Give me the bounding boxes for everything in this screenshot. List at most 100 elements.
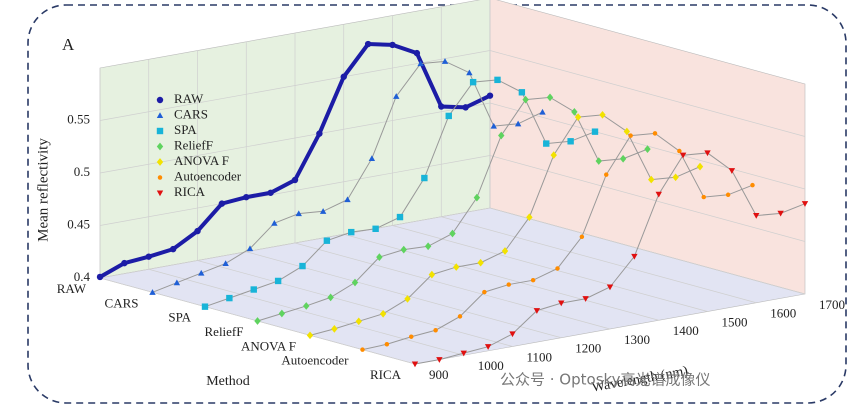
grid-line: [392, 225, 708, 312]
marker: [254, 317, 261, 325]
marker: [473, 193, 481, 202]
marker: [226, 294, 233, 302]
marker: [591, 128, 599, 135]
legend-label: CARS: [174, 106, 208, 121]
marker: [498, 131, 505, 140]
marker: [567, 138, 574, 145]
marker: [457, 314, 463, 319]
marker: [533, 308, 541, 314]
marker: [582, 296, 589, 302]
marker: [462, 104, 469, 111]
y-tick-label: 0.4: [74, 269, 91, 284]
z-tick-label: CARS: [105, 295, 139, 310]
marker: [701, 194, 706, 200]
marker: [648, 175, 655, 184]
marker: [546, 93, 554, 102]
marker: [623, 127, 631, 136]
marker: [550, 151, 557, 159]
legend-label: SPA: [174, 122, 197, 137]
grid-line: [197, 260, 513, 347]
marker: [579, 234, 585, 240]
marker: [368, 155, 376, 162]
x-tick-label: 1100: [527, 349, 553, 364]
legend-marker: [156, 158, 164, 166]
y-tick-label: 0.5: [74, 164, 90, 179]
marker: [299, 262, 306, 270]
marker: [482, 289, 487, 295]
marker: [351, 278, 359, 287]
z-tick-label: RICA: [370, 367, 402, 382]
marker: [704, 150, 711, 157]
marker: [526, 213, 533, 222]
marker: [441, 58, 449, 64]
marker: [677, 148, 682, 154]
marker: [295, 210, 302, 217]
marker: [753, 213, 760, 219]
z-axis-label: Method: [206, 374, 250, 389]
z-tick-label: SPA: [168, 310, 191, 325]
marker: [509, 331, 516, 338]
marker: [595, 157, 602, 165]
marker: [411, 361, 419, 368]
marker: [644, 145, 651, 153]
marker: [750, 182, 755, 188]
marker: [96, 273, 104, 281]
marker: [409, 334, 414, 339]
marker: [291, 176, 299, 184]
marker: [555, 266, 560, 271]
grid-line: [489, 50, 806, 137]
marker: [652, 131, 658, 136]
marker: [604, 172, 609, 177]
marker: [655, 191, 662, 198]
marker: [145, 253, 152, 260]
marker: [672, 173, 679, 182]
x-tick-label: 900: [429, 367, 449, 382]
marker: [453, 263, 460, 271]
z-tick-label: Autoencoder: [281, 353, 349, 368]
marker: [460, 350, 467, 357]
marker: [327, 293, 334, 302]
marker: [530, 277, 536, 283]
legend-marker: [156, 190, 164, 197]
grid-line: [246, 251, 562, 339]
marker: [218, 200, 226, 207]
marker: [360, 347, 365, 352]
marker: [384, 342, 390, 347]
x-tick-label: 1400: [673, 323, 699, 338]
marker: [777, 210, 784, 217]
marker: [494, 76, 501, 84]
marker: [438, 103, 445, 110]
marker: [404, 295, 411, 303]
marker: [121, 259, 128, 267]
legend-label: ReliefF: [174, 137, 213, 152]
marker: [316, 130, 323, 137]
marker: [433, 328, 438, 333]
marker: [466, 69, 473, 76]
z-tick-label: RAW: [57, 281, 87, 296]
y-axis-label: Mean reflectivity: [35, 138, 51, 242]
marker: [571, 108, 578, 116]
marker: [428, 270, 436, 279]
marker: [486, 92, 494, 99]
marker: [169, 245, 177, 253]
y-tick-label: 0.55: [67, 111, 90, 126]
panel-label: A: [62, 35, 75, 54]
marker: [728, 168, 736, 174]
marker: [599, 110, 606, 119]
grid-line: [294, 242, 611, 330]
marker: [149, 289, 156, 295]
marker: [372, 225, 379, 232]
marker: [319, 208, 327, 214]
marker: [696, 162, 704, 171]
marker: [331, 325, 338, 333]
legend-marker: [156, 142, 164, 151]
x-tick-label: 1200: [575, 341, 601, 356]
grid-line: [489, 207, 806, 295]
marker: [558, 300, 565, 307]
legend-marker: [157, 175, 163, 180]
marker: [250, 286, 257, 293]
marker: [173, 279, 181, 286]
marker: [506, 282, 511, 287]
marker: [348, 228, 355, 236]
